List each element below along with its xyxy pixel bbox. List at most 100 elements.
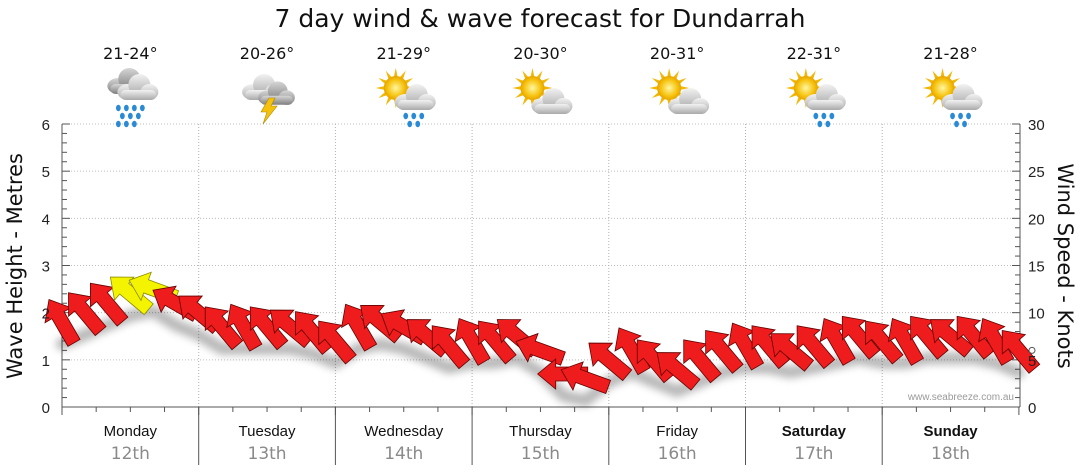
wind-end-marker (1028, 346, 1036, 354)
wind-arrow (910, 315, 949, 360)
sun-ray (803, 68, 808, 78)
cloud-part (807, 100, 844, 110)
day-date-label: 12th (111, 444, 150, 464)
cloud-shape (941, 84, 983, 110)
wind-arrow-shape (204, 306, 244, 351)
rain-drop (966, 112, 971, 120)
day-temp-label: 20-30° (513, 44, 568, 63)
wind-arrow-shape (910, 315, 949, 360)
rain-drop (954, 120, 959, 128)
wind-arrow (930, 319, 974, 358)
wind-arrow-shape (560, 361, 612, 394)
wind-arrow (796, 325, 836, 370)
sun-ray (667, 68, 672, 78)
day-date-label: 16th (658, 444, 697, 464)
day-date-label: 17th (794, 444, 833, 464)
lightning-bolt (260, 97, 278, 125)
wind-arrow-shape (683, 339, 722, 384)
thunderstorm-icon (242, 74, 295, 125)
axes-layer (61, 123, 1021, 465)
day-temp-label: 21-24° (103, 44, 158, 63)
rain-drop (127, 112, 133, 120)
rain-drop (415, 120, 421, 128)
wind-arrow-shape (226, 303, 263, 352)
wind-arrow (454, 317, 491, 366)
wind-arrow (705, 330, 744, 374)
cloud-part (120, 90, 157, 100)
y-tick-left-label: 5 (42, 164, 50, 181)
rain-cloud-icon (107, 68, 159, 128)
wind-arrow-shape (318, 320, 357, 365)
wind-arrow (431, 325, 471, 370)
sun-disc (657, 76, 682, 100)
day-temp-label: 21-29° (377, 44, 432, 63)
day-name-label: Sunday (923, 423, 978, 440)
y-tick-right-label: 5 (1028, 353, 1036, 370)
rain-drop (139, 104, 145, 112)
rain-drop (817, 120, 823, 128)
y-tick-left-label: 3 (42, 259, 50, 276)
rain-drop (131, 104, 137, 112)
wind-arrow-shape (656, 352, 701, 391)
y-tick-right-label: 20 (1028, 211, 1045, 228)
rain-drop (403, 112, 409, 120)
sun-ray (530, 68, 535, 78)
rain-drop (958, 112, 963, 120)
sun-ray (375, 86, 385, 90)
sun-ray (940, 68, 945, 78)
day-name-label: Thursday (509, 423, 572, 440)
watermark-text: www.seabreeze.com.au (907, 392, 1014, 403)
rain-drop (407, 120, 413, 128)
sun-ray (512, 86, 522, 90)
day-temp-label: 20-26° (240, 44, 295, 63)
wind-arrow-shape (588, 342, 633, 382)
rain-drop (825, 120, 831, 128)
rain-drop (123, 104, 129, 112)
cloud-shape (394, 84, 436, 110)
wind-arrow-shape (930, 319, 974, 358)
sun-cloud-icon (512, 68, 573, 114)
wind-arrow (819, 317, 856, 366)
sun-ray (785, 86, 796, 90)
sun-ray (679, 86, 690, 90)
cloud-shape (531, 88, 573, 114)
wind-arrow-shape (515, 332, 566, 366)
cloud-part (671, 104, 708, 114)
wind-arrow-shape (1001, 330, 1041, 374)
sun-cloud-rain-icon (785, 68, 846, 128)
wind-arrow-shape (978, 317, 1015, 366)
wind-arrow (89, 282, 129, 327)
cloud-shape (668, 88, 710, 114)
wind-arrow (841, 315, 881, 360)
wind-arrow (683, 339, 722, 384)
wind-arrow-shape (89, 282, 129, 327)
wind-arrow-shape (431, 325, 471, 370)
wind-arrow-shape (770, 333, 815, 372)
y-tick-left-label: 2 (42, 306, 50, 323)
day-date-label: 18th (931, 444, 970, 464)
day-name-label: Monday (104, 423, 158, 440)
sun-cloud-rain-icon (375, 68, 436, 128)
cloud-part (260, 95, 294, 105)
wind-arrow (318, 320, 357, 365)
y-tick-left-label: 0 (42, 400, 50, 417)
wind-arrow (770, 333, 815, 372)
sun-shape (375, 68, 416, 108)
wind-arrow (109, 276, 154, 316)
sun-disc (520, 76, 545, 100)
day-date-label: 13th (248, 444, 287, 464)
rain-drop (119, 112, 125, 120)
sun-disc (793, 76, 818, 100)
wind-arrow (341, 303, 378, 352)
wind-arrow (588, 342, 633, 382)
wind-arrow-shape (727, 322, 765, 371)
wind-arrow (249, 306, 289, 351)
y-tick-right-label: 10 (1028, 306, 1045, 323)
wind-arrow-shape (865, 320, 904, 365)
wind-arrow (560, 361, 612, 394)
day-temp-label: 21-28° (923, 44, 978, 63)
sun-ray (543, 86, 553, 90)
wind-arrow-shape (249, 306, 289, 351)
rain-drop (829, 112, 835, 120)
wind-arrow (865, 320, 904, 365)
